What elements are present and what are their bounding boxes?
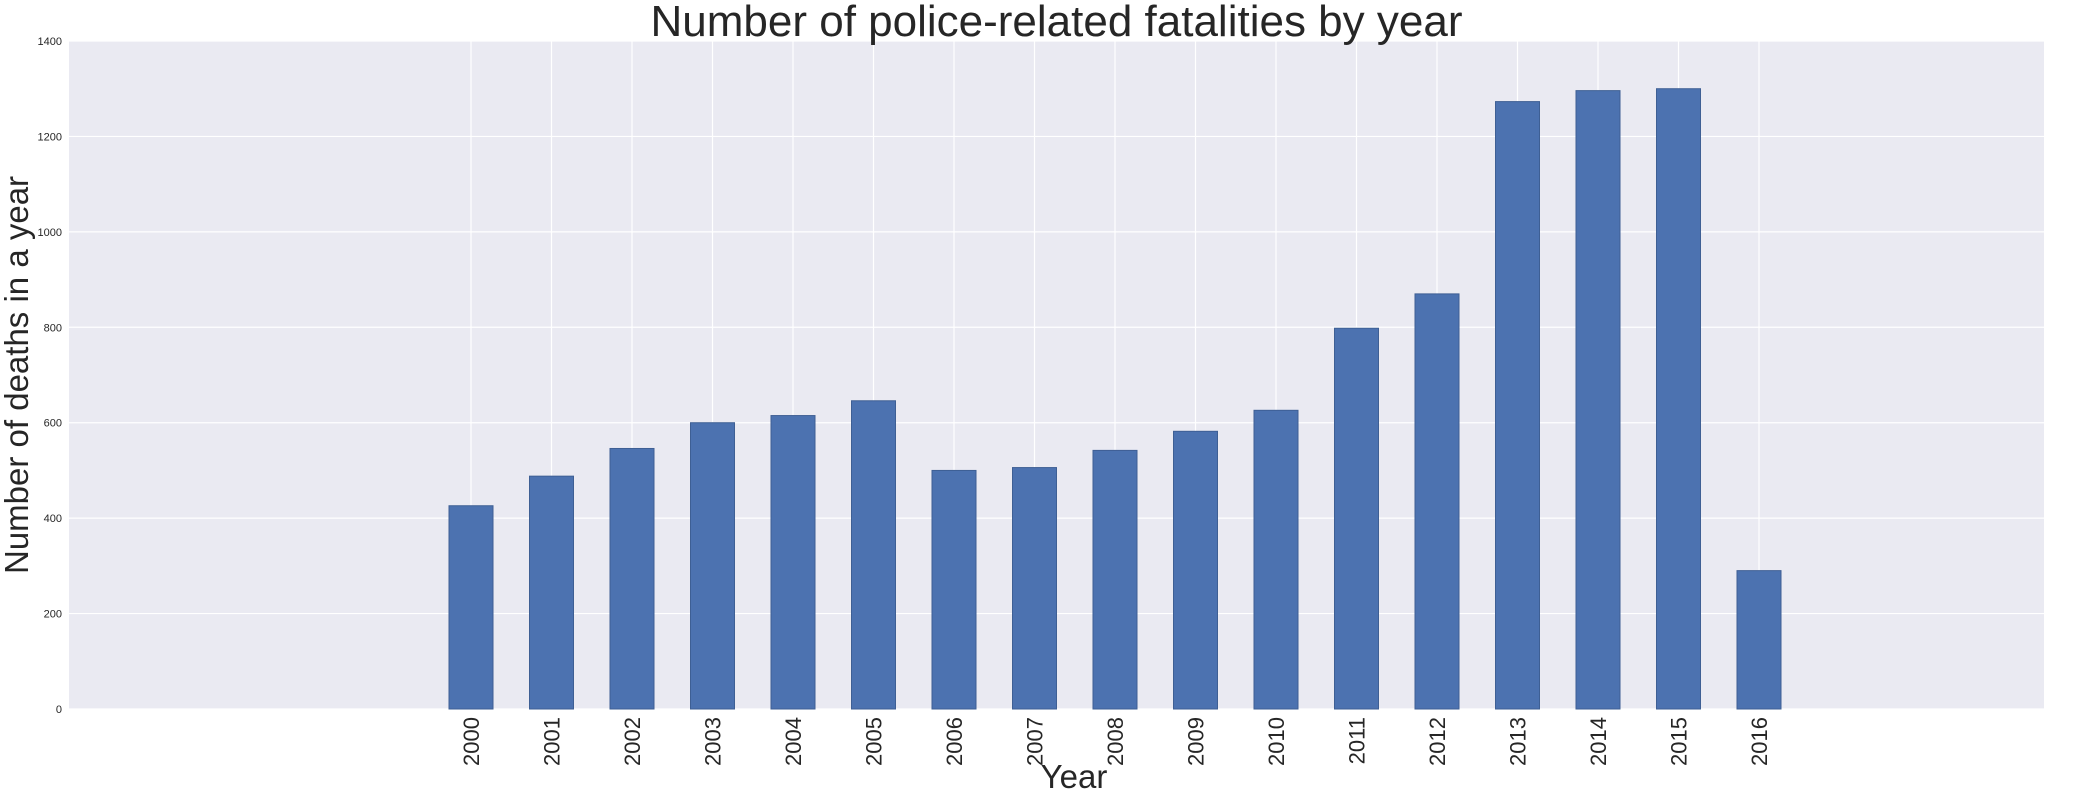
y-tick-label: 400 (44, 513, 62, 525)
bar-2007 (1012, 467, 1057, 710)
x-tick-label: 2001 (540, 717, 565, 766)
bar-2003 (690, 422, 735, 710)
bar-2009 (1173, 430, 1218, 710)
bars (448, 88, 1782, 710)
y-tick-label: 600 (44, 418, 62, 430)
x-tick-label: 2015 (1667, 717, 1692, 766)
bar-2013 (1495, 101, 1540, 710)
bar-2005 (851, 400, 896, 710)
bar-2006 (931, 469, 977, 710)
x-tick-label: 2012 (1425, 717, 1450, 766)
x-tick-label: 2013 (1506, 717, 1531, 766)
bar-2010 (1253, 409, 1299, 710)
x-tick-label: 2004 (781, 717, 806, 766)
bar-2014 (1575, 90, 1621, 710)
bar-2015 (1656, 88, 1701, 710)
x-tick-label: 2016 (1747, 717, 1772, 766)
x-tick-label: 2011 (1345, 717, 1370, 764)
bar-2000 (448, 505, 494, 710)
x-tick-label: 2010 (1264, 717, 1289, 766)
x-axis-ticks: 2000 2001 2002 2003 2004 2005 2006 2007 2008 2009… (459, 717, 1772, 766)
x-tick-label: 2014 (1586, 717, 1611, 766)
y-tick-label: 1400 (38, 36, 62, 48)
x-axis-label: Year (1041, 758, 1108, 795)
x-tick-label: 2002 (620, 717, 645, 766)
y-axis-label: Number of deaths in a year (0, 176, 35, 574)
bar-2001 (529, 475, 574, 710)
y-tick-label: 0 (56, 704, 62, 716)
y-tick-label: 1000 (38, 227, 62, 239)
x-tick-label: 2000 (459, 717, 484, 766)
x-tick-label: 2007 (1023, 717, 1048, 766)
bar-2011 (1334, 327, 1379, 710)
y-tick-label: 200 (44, 609, 62, 621)
bar-2004 (770, 415, 816, 710)
y-axis-ticks: 0 200 400 600 800 1000 1200 1400 (38, 36, 62, 716)
bar-2008 (1092, 449, 1138, 710)
x-tick-label: 2009 (1184, 717, 1209, 766)
x-tick-label: 2003 (701, 717, 726, 766)
y-tick-label: 800 (44, 322, 62, 334)
x-tick-label: 2008 (1103, 717, 1128, 766)
y-tick-label: 1200 (38, 131, 62, 143)
bar-2012 (1414, 293, 1460, 710)
x-tick-label: 2006 (942, 717, 967, 766)
x-tick-label: 2005 (862, 717, 887, 766)
bar-2002 (609, 447, 655, 710)
bar-2016 (1736, 570, 1782, 710)
chart-title: Number of police-related fatalities by y… (651, 0, 1463, 46)
